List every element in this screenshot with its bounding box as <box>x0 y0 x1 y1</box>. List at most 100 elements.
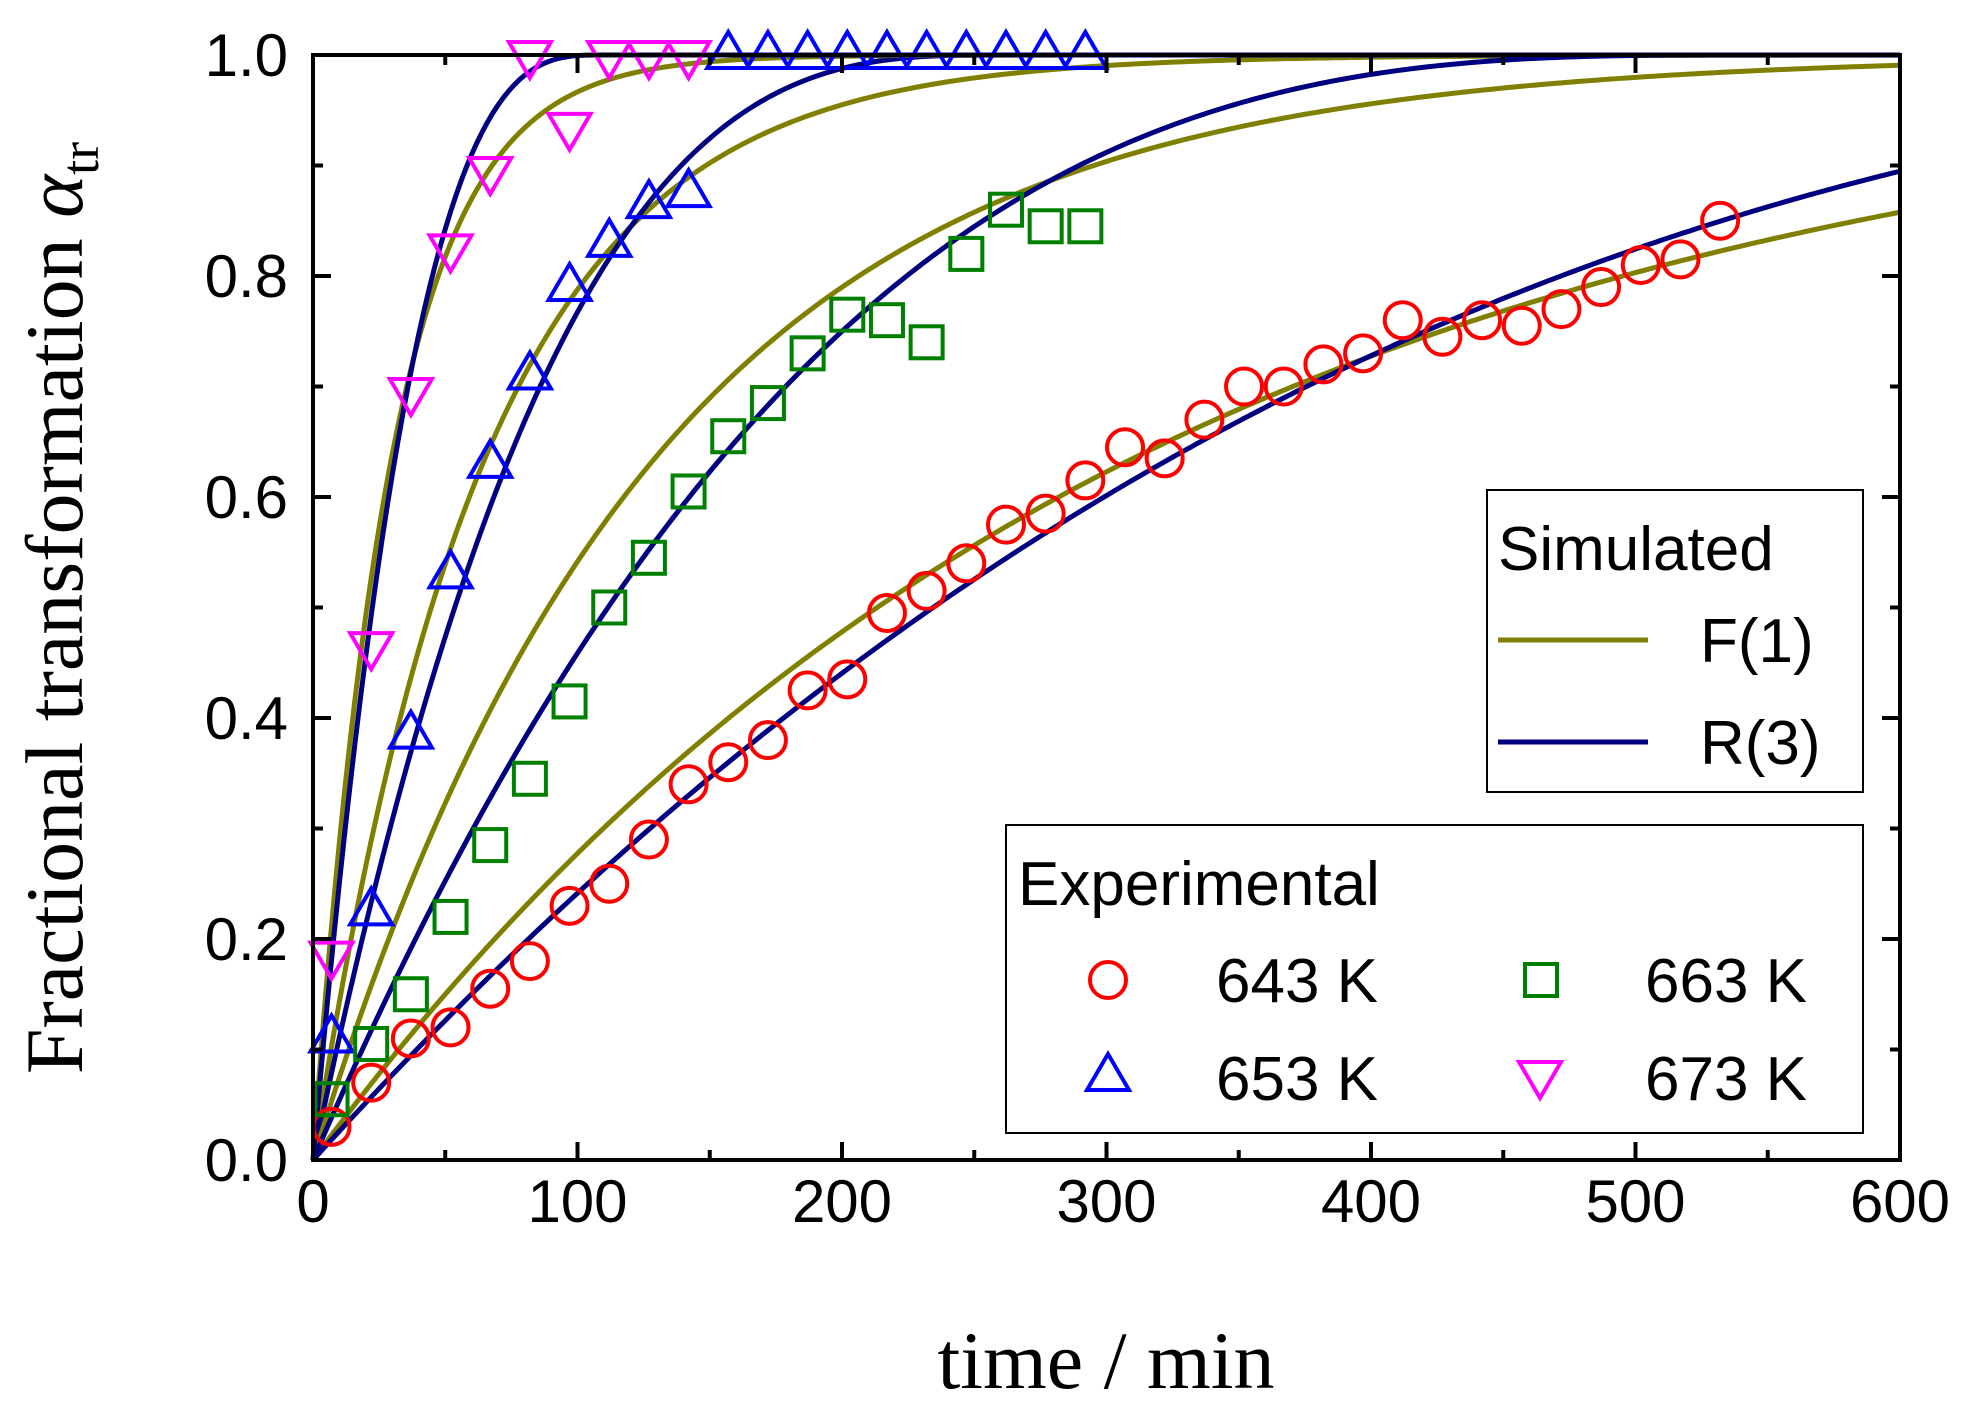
data-point-643k <box>1263 366 1304 407</box>
data-point-653k <box>386 707 436 750</box>
data-point-653k <box>426 547 476 590</box>
data-point-643k <box>1541 289 1582 330</box>
data-point-663k <box>353 1025 390 1062</box>
data-point-673k <box>346 631 396 674</box>
data-point-643k <box>1065 460 1106 501</box>
legend-experimental-box <box>1005 824 1864 1134</box>
legend-simulated-title: Simulated <box>1498 515 1774 584</box>
data-point-663k <box>868 302 905 339</box>
legend-643k-label: 643 K <box>1216 947 1378 1016</box>
data-point-643k <box>1382 300 1423 341</box>
data-point-673k <box>624 40 674 82</box>
data-point-653k <box>862 28 912 70</box>
legend-simulated: Simulated F(1) R(3) <box>1486 489 1864 793</box>
x-tick-label: 300 <box>1056 1168 1156 1235</box>
data-point-643k <box>1025 493 1066 534</box>
data-point-643k <box>1422 316 1463 357</box>
data-point-663k <box>551 683 588 720</box>
data-point-643k <box>628 819 669 860</box>
y-axis-title-main: Fractional transformation <box>9 218 100 1074</box>
x-tick-label: 0 <box>296 1168 329 1235</box>
data-point-643k <box>1581 267 1622 308</box>
data-point-643k <box>1184 399 1225 440</box>
data-point-673k <box>465 156 515 198</box>
data-point-653k <box>465 436 515 479</box>
x-tick-label: 400 <box>1321 1168 1421 1235</box>
fit-curve-f1-643k <box>310 209 1901 1162</box>
data-point-663k <box>789 335 826 372</box>
data-point-643k <box>430 1007 471 1048</box>
data-point-673k <box>584 40 634 82</box>
legend-673k-marker <box>1515 1060 1565 1102</box>
data-point-663k <box>511 760 548 797</box>
data-point-653k <box>584 215 634 258</box>
data-point-643k <box>708 742 749 783</box>
data-point-643k <box>1462 300 1503 341</box>
data-point-663k <box>313 1081 350 1118</box>
data-point-673k <box>426 233 476 276</box>
data-point-653k <box>346 884 396 927</box>
x-tick-label: 600 <box>1850 1168 1950 1235</box>
data-point-663k <box>472 827 509 864</box>
legend-643k-marker <box>1088 960 1128 1000</box>
data-point-643k <box>509 941 550 982</box>
data-point-663k <box>829 296 866 333</box>
data-point-643k <box>1620 244 1661 285</box>
data-point-643k <box>390 1018 431 1059</box>
y-axis-title-symbol: α <box>9 173 100 218</box>
legend-f1-label: F(1) <box>1700 607 1814 676</box>
data-point-673k <box>505 40 555 82</box>
data-point-663k <box>1067 208 1104 245</box>
data-point-643k <box>470 968 511 1009</box>
data-point-663k <box>987 191 1024 228</box>
data-point-663k <box>948 235 985 272</box>
data-point-653k <box>545 260 595 303</box>
data-point-643k <box>589 863 630 904</box>
data-point-643k <box>827 659 868 700</box>
data-point-663k <box>908 324 945 361</box>
data-point-643k <box>1224 366 1265 407</box>
y-tick-label: 1.0 <box>205 22 288 89</box>
data-point-643k <box>1660 239 1701 280</box>
ticks: 0 100 200 300 400 500 600 0.0 0.2 0.4 0.6 0.8 1.0 <box>205 22 1950 1235</box>
x-tick-label: 200 <box>792 1168 892 1235</box>
legend-663k-label: 663 K <box>1645 947 1807 1016</box>
data-point-653k <box>981 28 1031 70</box>
y-axis-title: Fractional transformation αtr <box>9 142 110 1074</box>
data-point-643k <box>1343 333 1384 374</box>
data-point-643k <box>1501 305 1542 346</box>
legend-experimental-title: Experimental <box>1018 850 1380 919</box>
y-tick-label: 0.6 <box>205 464 288 531</box>
data-point-663k <box>630 539 667 576</box>
data-point-663k <box>1027 208 1064 245</box>
data-point-643k <box>1303 344 1344 385</box>
data-point-653k <box>307 1011 356 1054</box>
data-point-673k <box>664 40 714 82</box>
data-point-643k <box>906 570 947 611</box>
data-point-643k <box>1105 427 1146 468</box>
y-tick-label: 0.2 <box>205 906 288 973</box>
data-point-643k <box>668 764 709 805</box>
legend-653k-label: 653 K <box>1216 1045 1378 1114</box>
data-point-653k <box>902 28 952 70</box>
data-point-653k <box>624 177 674 220</box>
data-point-653k <box>1021 28 1071 70</box>
data-point-653k <box>743 28 793 70</box>
data-point-643k <box>351 1062 392 1103</box>
y-tick-label: 0.4 <box>205 685 288 752</box>
fit-curve-f1-663k <box>310 62 1901 1161</box>
x-tick-label: 500 <box>1585 1168 1685 1235</box>
data-point-643k <box>747 720 788 761</box>
data-point-653k <box>664 166 714 209</box>
legend-673k-label: 673 K <box>1645 1045 1807 1114</box>
data-point-673k <box>386 377 436 419</box>
data-point-673k <box>307 940 356 983</box>
data-point-653k <box>941 28 991 70</box>
data-point-663k <box>392 976 429 1013</box>
data-point-663k <box>710 418 747 455</box>
x-axis-title: time / min <box>937 1315 1274 1406</box>
data-point-643k <box>946 543 987 584</box>
legend-r3-label: R(3) <box>1700 709 1821 778</box>
legend-653k-marker <box>1083 1050 1133 1092</box>
